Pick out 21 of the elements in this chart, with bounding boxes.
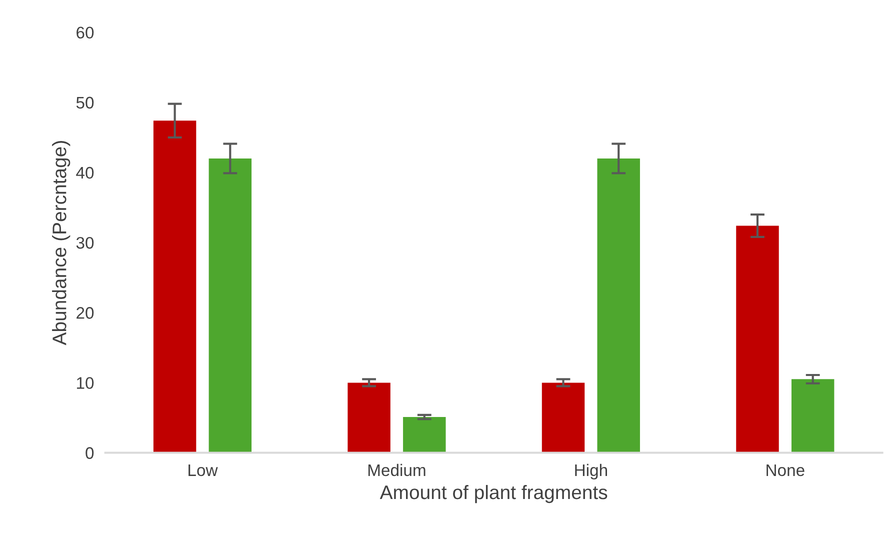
y-tick-label: 20 [76,307,94,319]
y-tick-label: 30 [76,236,94,249]
x-tick-label: Medium [368,464,426,476]
bar [348,382,390,453]
bar [736,226,779,453]
x-tick-label: Low [188,464,218,476]
y-tick-label: 50 [76,96,94,109]
y-tick-label: 10 [76,377,94,389]
bar [542,382,585,453]
bar [791,379,834,453]
bar [597,158,640,453]
bar [153,120,196,453]
y-tick-label: 0 [86,447,94,459]
y-tick-label: 60 [76,26,94,39]
x-tick-label: High [575,464,607,480]
y-axis-title: Abundance (Percntage) [52,141,70,346]
bar [403,417,446,453]
bar [208,158,252,453]
x-tick-label: None [766,464,804,476]
y-tick-label: 40 [76,166,94,179]
x-axis-title: Amount of plant fragments [380,484,608,504]
